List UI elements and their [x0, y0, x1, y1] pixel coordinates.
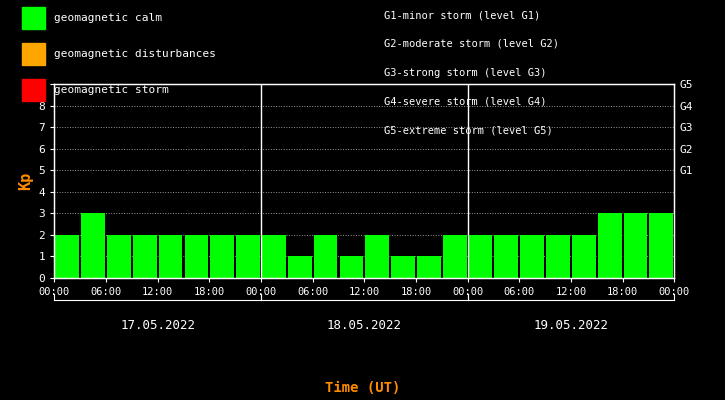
Bar	[417, 256, 441, 278]
Bar	[288, 256, 312, 278]
Bar	[521, 235, 544, 278]
Bar	[107, 235, 130, 278]
Bar	[598, 213, 621, 278]
Bar	[55, 235, 79, 278]
Text: Time (UT): Time (UT)	[325, 381, 400, 395]
Text: G2-moderate storm (level G2): G2-moderate storm (level G2)	[384, 39, 559, 49]
Bar	[339, 256, 363, 278]
Bar	[159, 235, 183, 278]
Bar	[236, 235, 260, 278]
Bar	[365, 235, 389, 278]
Bar	[494, 235, 518, 278]
Text: G4-severe storm (level G4): G4-severe storm (level G4)	[384, 96, 547, 106]
Text: G3-strong storm (level G3): G3-strong storm (level G3)	[384, 68, 547, 78]
Y-axis label: Kp: Kp	[18, 172, 33, 190]
Text: 17.05.2022: 17.05.2022	[120, 319, 195, 332]
Bar	[468, 235, 492, 278]
Text: geomagnetic storm: geomagnetic storm	[54, 85, 169, 95]
Bar	[262, 235, 286, 278]
Bar	[443, 235, 467, 278]
Bar	[572, 235, 596, 278]
Bar	[546, 235, 570, 278]
Text: 19.05.2022: 19.05.2022	[534, 319, 608, 332]
Text: G1-minor storm (level G1): G1-minor storm (level G1)	[384, 10, 541, 20]
Bar	[185, 235, 208, 278]
Bar	[650, 213, 674, 278]
Bar	[210, 235, 234, 278]
Bar	[133, 235, 157, 278]
Text: geomagnetic calm: geomagnetic calm	[54, 13, 162, 23]
Text: G5-extreme storm (level G5): G5-extreme storm (level G5)	[384, 125, 553, 135]
Text: geomagnetic disturbances: geomagnetic disturbances	[54, 49, 216, 59]
Bar	[314, 235, 337, 278]
Bar	[624, 213, 647, 278]
Bar	[392, 256, 415, 278]
Bar	[81, 213, 105, 278]
Text: 18.05.2022: 18.05.2022	[327, 319, 402, 332]
